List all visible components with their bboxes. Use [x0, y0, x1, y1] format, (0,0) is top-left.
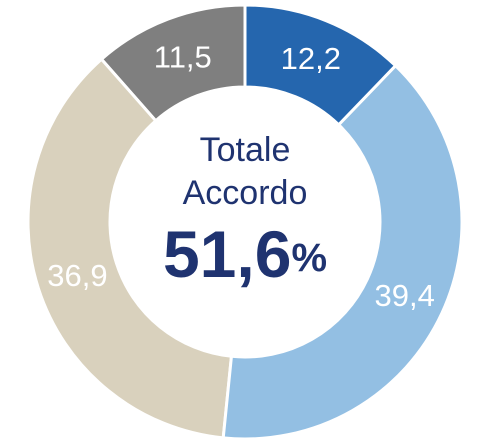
value-label: 36,9: [47, 258, 107, 293]
value-label: 11,5: [154, 40, 212, 75]
center-text: Totale: [200, 131, 291, 169]
total-unit: %: [291, 236, 327, 280]
segment: [243, 3, 398, 127]
value-label: 39,4: [375, 278, 435, 313]
total-label: 51,6: [163, 217, 291, 291]
total: 51,6%: [163, 217, 327, 291]
segment: [26, 57, 234, 439]
center-text: Accordo: [183, 174, 308, 212]
value-label: 12,2: [281, 41, 341, 76]
